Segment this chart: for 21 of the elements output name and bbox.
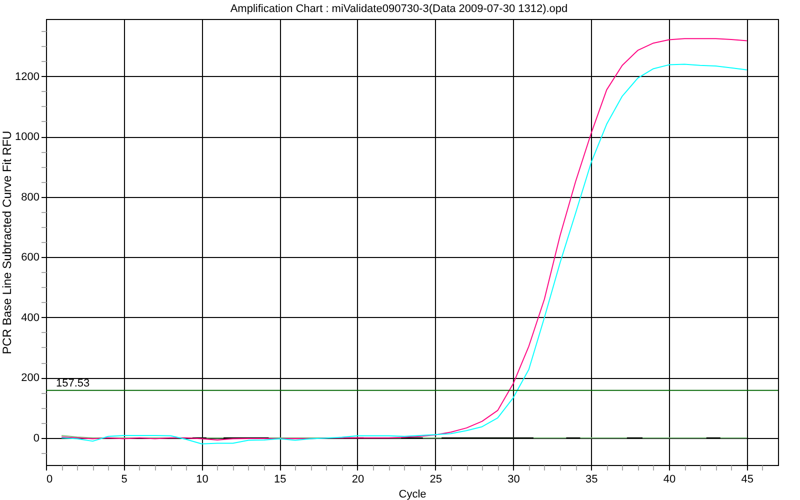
x-tick-label: 20: [352, 474, 364, 486]
x-tick-label: 15: [274, 474, 286, 486]
x-tick-label: 45: [741, 474, 754, 486]
chart-title: Amplification Chart : miValidate090730-3(Data 2009-07-30 1312).opd: [230, 3, 568, 15]
y-tick-label: 400: [21, 312, 40, 324]
y-tick-label: 200: [21, 372, 40, 384]
y-tick-label: 600: [21, 252, 40, 264]
x-tick-label: 5: [121, 474, 128, 486]
x-tick-label: 10: [196, 474, 208, 486]
y-tick-label: 1200: [15, 70, 40, 83]
x-tick-label: 30: [508, 474, 520, 486]
x-tick-label: 0: [46, 474, 53, 486]
x-tick-label: 25: [430, 474, 442, 486]
y-axis-title: PCR Base Line Subtracted Curve Fit RFU: [0, 130, 14, 354]
y-tick-label: 0: [33, 432, 40, 444]
y-tick-label: 800: [21, 191, 40, 204]
ref-line-label: 157.53: [56, 377, 90, 390]
x-tick-label: 35: [585, 474, 598, 486]
x-axis-title: Cycle: [398, 488, 426, 500]
x-tick-label: 40: [663, 474, 676, 486]
y-tick-label: 1000: [15, 131, 40, 144]
